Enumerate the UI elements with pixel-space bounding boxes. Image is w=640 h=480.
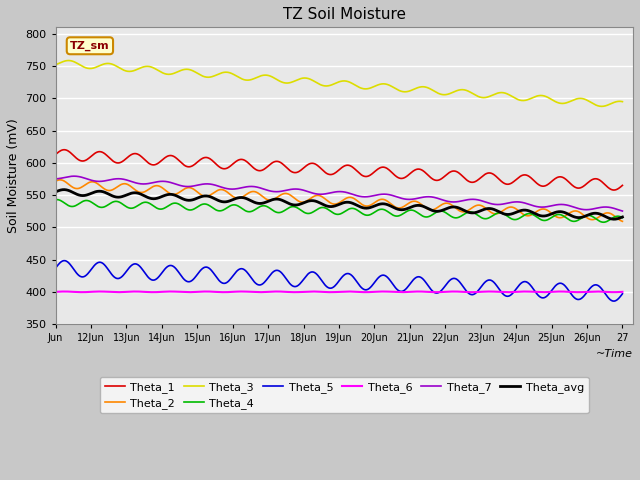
Theta_4	[53, 197, 61, 203]
Theta_avg	[619, 214, 627, 220]
Theta_3	[294, 76, 302, 82]
Text: TZ_sm: TZ_sm	[70, 41, 109, 51]
Line: Theta_7: Theta_7	[56, 176, 623, 211]
Theta_6	[542, 289, 550, 295]
Theta_2	[56, 177, 64, 183]
Theta_2	[52, 178, 60, 184]
Theta_7	[200, 181, 207, 187]
Theta_4	[619, 215, 627, 220]
Theta_7	[619, 208, 627, 214]
Line: Theta_1: Theta_1	[56, 150, 623, 190]
Theta_2	[541, 206, 549, 212]
Theta_3	[619, 99, 627, 105]
Theta_4	[456, 214, 463, 220]
Theta_7	[70, 173, 78, 179]
X-axis label: ~Time: ~Time	[596, 348, 633, 359]
Theta_avg	[114, 194, 122, 200]
Theta_1	[479, 173, 487, 179]
Theta_avg	[611, 216, 618, 222]
Theta_3	[598, 104, 605, 109]
Theta_7	[294, 186, 302, 192]
Theta_5	[541, 294, 549, 300]
Theta_4	[600, 219, 607, 225]
Theta_3	[456, 87, 463, 93]
Y-axis label: Soil Moisture (mV): Soil Moisture (mV)	[7, 118, 20, 233]
Theta_5	[610, 298, 618, 304]
Theta_5	[200, 265, 207, 271]
Theta_1	[114, 160, 122, 166]
Theta_6	[480, 289, 488, 295]
Theta_6	[619, 289, 627, 295]
Theta_1	[61, 147, 68, 153]
Theta_2	[200, 193, 207, 199]
Theta_6	[456, 289, 464, 295]
Line: Theta_5: Theta_5	[56, 261, 623, 301]
Theta_5	[619, 291, 627, 297]
Theta_6	[113, 289, 121, 295]
Theta_2	[294, 198, 302, 204]
Theta_1	[52, 152, 60, 157]
Theta_5	[294, 282, 302, 288]
Theta_6	[433, 289, 440, 295]
Theta_avg	[52, 189, 60, 195]
Theta_avg	[294, 202, 302, 207]
Theta_1	[541, 183, 549, 189]
Theta_avg	[200, 193, 207, 199]
Line: Theta_3: Theta_3	[56, 60, 623, 107]
Title: TZ Soil Moisture: TZ Soil Moisture	[283, 7, 406, 22]
Legend: Theta_1, Theta_2, Theta_3, Theta_4, Theta_5, Theta_6, Theta_7, Theta_avg: Theta_1, Theta_2, Theta_3, Theta_4, Thet…	[100, 377, 589, 413]
Theta_4	[479, 216, 487, 221]
Theta_3	[541, 94, 549, 99]
Theta_1	[200, 155, 207, 161]
Line: Theta_4: Theta_4	[56, 200, 623, 222]
Theta_3	[52, 62, 60, 68]
Theta_3	[114, 64, 122, 70]
Theta_7	[541, 204, 549, 210]
Theta_2	[114, 183, 122, 189]
Theta_4	[200, 201, 207, 207]
Theta_1	[619, 182, 627, 188]
Theta_2	[479, 204, 487, 209]
Theta_5	[61, 258, 68, 264]
Theta_2	[619, 218, 627, 224]
Theta_5	[479, 281, 487, 287]
Line: Theta_2: Theta_2	[56, 180, 623, 221]
Theta_2	[456, 208, 463, 214]
Theta_3	[200, 73, 207, 79]
Theta_1	[294, 169, 302, 175]
Theta_avg	[479, 207, 487, 213]
Theta_6	[294, 289, 302, 295]
Theta_5	[456, 279, 463, 285]
Theta_5	[114, 276, 122, 281]
Theta_4	[114, 199, 122, 204]
Theta_avg	[456, 205, 463, 211]
Theta_5	[52, 265, 60, 271]
Line: Theta_avg: Theta_avg	[56, 190, 623, 219]
Theta_1	[456, 171, 463, 177]
Theta_7	[456, 198, 463, 204]
Theta_avg	[541, 213, 549, 219]
Theta_4	[294, 205, 302, 211]
Theta_4	[541, 217, 549, 223]
Theta_6	[52, 289, 60, 295]
Theta_3	[65, 58, 72, 63]
Theta_3	[479, 95, 487, 100]
Theta_avg	[60, 187, 68, 192]
Line: Theta_6: Theta_6	[56, 291, 623, 292]
Theta_4	[52, 197, 60, 203]
Theta_7	[52, 176, 60, 182]
Theta_6	[238, 288, 246, 294]
Theta_7	[479, 198, 487, 204]
Theta_7	[114, 176, 122, 181]
Theta_6	[199, 288, 207, 294]
Theta_1	[610, 187, 618, 193]
